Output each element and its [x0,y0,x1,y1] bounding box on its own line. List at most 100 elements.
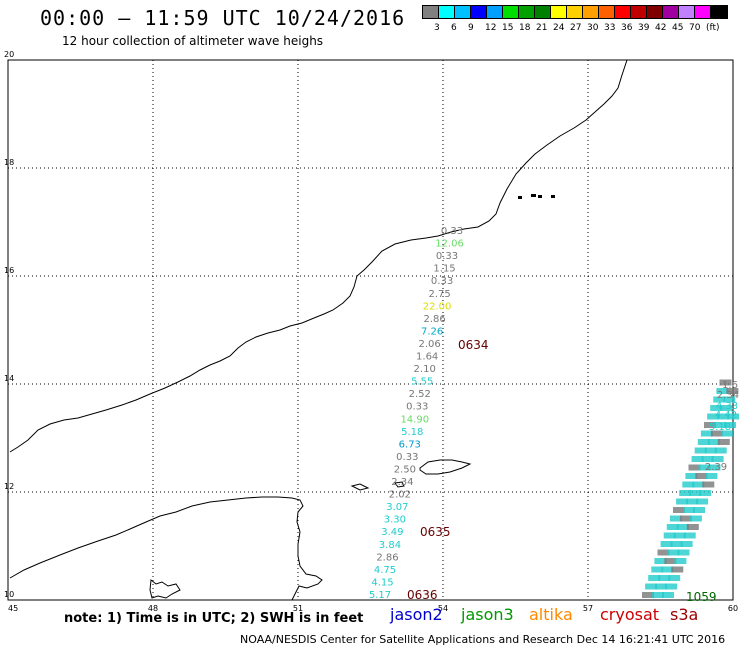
legend-label: 70 [689,23,701,33]
y-tick-label: 20 [4,50,14,59]
track-mark [704,422,716,428]
wave-height-label: 0.33 [406,402,428,413]
legend-label: 30 [587,23,599,33]
legend-label: 45 [672,23,684,33]
track-mark [700,430,713,437]
track-mark [714,447,727,454]
wave-height-label: 3.49 [381,527,403,538]
track-mark [669,515,682,522]
legend-swatch [710,5,728,19]
track-mark [651,566,664,573]
track-mark [665,583,678,590]
legend-label: 9 [468,23,474,33]
axis-ticks: 45 48 51 54 57 60 20 18 16 14 12 10 [4,50,738,613]
track-mark [652,592,664,598]
track-mark [676,498,689,505]
track-mark [671,566,684,573]
legend-label: 6 [451,23,457,33]
pass-time-label: 0635 [420,525,451,539]
wave-height-label: 4.15 [371,577,393,588]
legend-label: 18 [519,23,531,33]
legend-label: (ft) [706,23,720,33]
track-mark [702,481,715,488]
wave-height-label: 2.34 [391,477,413,488]
track-mark [689,490,702,496]
satellite-label: s3a [670,605,699,624]
wave-height-label: 2.06 [419,339,441,350]
wave-height-label: 4.42 [715,410,737,421]
track-mark [713,396,726,403]
x-tick-label: 48 [148,604,158,613]
page-title: 00:00 — 11:59 UTC 10/24/2016 [40,6,406,30]
track-mark [720,430,733,437]
track-mark [686,524,699,530]
wave-height-label: 0.33 [431,276,453,287]
wave-height-label: 4.33 [716,401,738,412]
coastline [9,59,628,601]
wave-height-label: 1.64 [416,352,438,363]
track-mark [714,422,726,428]
track-mark [707,439,720,445]
wave-height-label: 0.33 [396,452,418,463]
track-mark [661,566,674,573]
track-mark [717,439,730,445]
credit-line: NOAA/NESDIS Center for Satellite Applica… [240,633,726,646]
track-mark [679,515,692,522]
wave-height-label: 2.52 [409,389,431,400]
legend-label: 42 [655,23,667,33]
track-mark [707,413,720,420]
track-mark [667,549,680,556]
track-mark [668,575,681,581]
track-mark [645,583,658,590]
page-subtitle: 12 hour collection of altimeter wave hei… [62,34,324,48]
legend-label: 15 [502,23,514,33]
track-mark [719,379,732,386]
satellite-label: jason3 [461,605,514,624]
track-mark [679,490,692,496]
wave-height-label: 12.06 [435,239,464,250]
track-mark [674,558,687,564]
track-mark [680,541,693,547]
wave-height-label: 2.86 [376,552,398,563]
track-mark [708,464,721,471]
y-tick-label: 10 [4,590,14,599]
track-mark [723,396,736,403]
map-frame [7,59,734,601]
legend-label: 36 [621,23,633,33]
y-tick-label: 16 [4,266,14,275]
track-mark [701,456,714,462]
wave-height-label: 3.07 [386,502,408,513]
track-mark [683,507,695,513]
track-mark [662,592,674,598]
y-tick-label: 14 [4,374,14,383]
track-mark [664,558,677,564]
wave-height-label: 14.90 [400,414,429,425]
track-mark [726,388,739,394]
track-mark [654,558,667,564]
legend-label: 33 [604,23,616,33]
wave-height-label: 5.55 [411,377,433,388]
wave-height-label: 2.50 [394,464,416,475]
track-mark [657,549,670,556]
track-mark [710,405,723,411]
wave-height-label: 5.18 [709,422,731,433]
track-mark [673,507,685,513]
altimeter-tracks: 0.3312.060.331.150.332.7522.002.867.262.… [369,226,739,604]
x-tick-label: 54 [438,604,448,613]
satellite-label: cryosat [600,605,660,624]
x-tick-label: 60 [728,604,738,613]
track-mark [704,447,717,454]
track-mark [648,575,661,581]
wave-height-label: 4.75 [374,565,396,576]
wave-height-label: 3.30 [384,515,406,526]
track-mark [655,583,668,590]
track-mark [693,507,705,513]
track-mark [685,473,698,479]
track-mark [691,456,704,462]
wave-height-label: 2.75 [428,289,450,300]
legend-label: 21 [536,23,548,33]
wave-height-label: 6.73 [399,439,421,450]
track-mark [727,413,740,420]
track-mark [695,473,708,479]
